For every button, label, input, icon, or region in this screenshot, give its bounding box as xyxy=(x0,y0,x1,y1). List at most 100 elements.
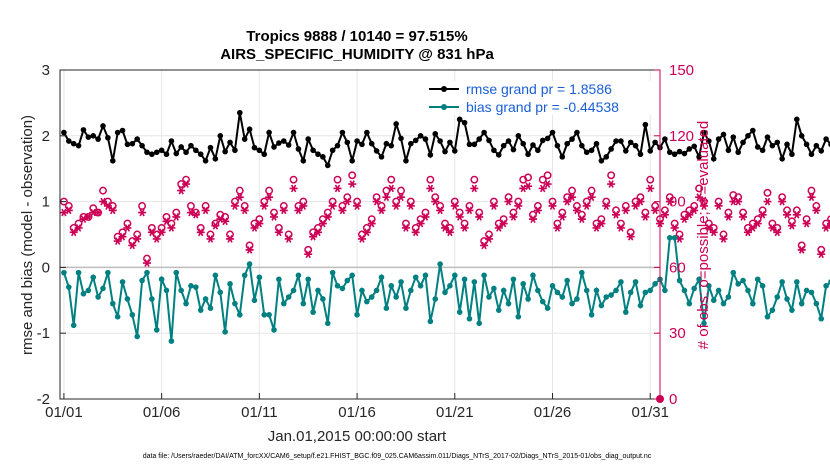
bias-point xyxy=(75,269,82,276)
rmse-point xyxy=(671,151,678,158)
rmse-point xyxy=(256,147,263,154)
bias-point xyxy=(671,234,678,241)
bias-point xyxy=(535,287,541,294)
bias-point xyxy=(144,269,150,276)
obs-evaluated-point xyxy=(558,213,567,221)
bias-point xyxy=(237,311,243,318)
rmse-point xyxy=(368,140,375,147)
bias-point xyxy=(637,302,644,309)
bias-point xyxy=(725,294,732,300)
obs-evaluated-point xyxy=(709,228,718,237)
y2-tick-label: 90 xyxy=(669,194,686,211)
obs-evaluated-point xyxy=(226,235,235,243)
bias-point xyxy=(70,322,77,329)
bias-point xyxy=(109,300,116,307)
obs-evaluated-point xyxy=(416,219,425,228)
rmse-point xyxy=(784,141,790,148)
obs-evaluated-point xyxy=(138,208,147,217)
obs-evaluated-point xyxy=(792,210,801,219)
bias-point xyxy=(153,327,160,333)
obs-possible-point xyxy=(670,219,679,228)
series-layer xyxy=(59,109,830,403)
obs-evaluated-point xyxy=(470,184,479,193)
rmse-point xyxy=(525,151,531,158)
obs-evaluated-point xyxy=(348,180,357,188)
bias-point xyxy=(105,269,111,276)
bias-point xyxy=(217,289,224,296)
obs-possible-point xyxy=(568,186,577,195)
obs-evaluated-point xyxy=(113,237,122,245)
bias-point xyxy=(183,300,189,307)
bias-point xyxy=(789,307,795,313)
obs-possible-point xyxy=(675,230,684,239)
obs-evaluated-point xyxy=(484,235,493,243)
bias-point xyxy=(476,320,483,327)
bias-point xyxy=(246,261,253,267)
obs-possible-point xyxy=(99,186,107,195)
bias-point xyxy=(647,287,654,294)
obs-evaluated-point xyxy=(763,197,772,206)
obs-evaluated-point xyxy=(509,213,518,221)
bias-point xyxy=(403,305,409,311)
obs-evaluated-point xyxy=(313,228,322,237)
obs-evaluated-point xyxy=(216,215,225,224)
rmse-point xyxy=(725,147,732,154)
obs-evaluated-point xyxy=(538,184,547,193)
obs-evaluated-point xyxy=(108,206,117,215)
obs-evaluated-point xyxy=(118,232,127,241)
obs-evaluated-point xyxy=(69,228,78,237)
y2-tick-label: 60 xyxy=(669,259,686,276)
rmse-point xyxy=(90,133,97,139)
obs-evaluated-point xyxy=(167,224,176,232)
bias-point xyxy=(549,283,556,289)
rmse-point xyxy=(378,154,385,160)
obs-evaluated-point xyxy=(270,213,279,221)
bias-point xyxy=(486,294,492,300)
obs-possible-point xyxy=(802,215,811,224)
obs-evaluated-point xyxy=(631,202,640,210)
obs-evaluated-point xyxy=(230,202,239,210)
obs-possible-point xyxy=(783,206,791,215)
bias-point xyxy=(305,276,312,283)
legend-rmse-marker xyxy=(441,86,447,92)
obs-evaluated-point xyxy=(235,193,244,202)
bias-point xyxy=(212,272,219,279)
obs-evaluated-point xyxy=(206,235,215,243)
rmse-point xyxy=(359,141,365,148)
obs-evaluated-point xyxy=(568,193,577,202)
bias-point xyxy=(818,315,825,322)
bias-point xyxy=(437,261,443,267)
bias-point xyxy=(393,294,399,300)
rmse-point xyxy=(241,136,248,142)
obs-evaluated-point xyxy=(455,213,464,221)
obs-evaluated-point xyxy=(660,210,669,219)
obs-evaluated-point xyxy=(743,228,752,237)
obs-possible-point xyxy=(646,175,655,184)
rmse-point xyxy=(149,151,155,158)
chart-title: Tropics 9888 / 10140 = 97.515% xyxy=(246,28,467,45)
rmse-point xyxy=(510,146,517,153)
obs-evaluated-point xyxy=(787,221,796,230)
obs-possible-point xyxy=(724,208,733,217)
obs-evaluated-point xyxy=(64,206,73,215)
obs-possible-point xyxy=(739,208,748,217)
bias-point xyxy=(310,309,316,315)
obs-possible-point xyxy=(186,202,195,210)
bias-point xyxy=(398,279,404,285)
obs-evaluated-point xyxy=(685,210,694,219)
rmse-point xyxy=(193,147,199,154)
bias-point xyxy=(295,272,302,279)
rmse-point xyxy=(647,148,654,154)
bias-point xyxy=(354,311,360,318)
bias-point xyxy=(256,274,263,281)
rmse-point xyxy=(232,147,238,154)
y-tick-label: 2 xyxy=(42,128,50,145)
obs-possible-point xyxy=(660,206,669,215)
rmse-point xyxy=(163,151,170,158)
rmse-point xyxy=(476,136,483,142)
obs-evaluated-point xyxy=(309,232,318,241)
rmse-point xyxy=(798,133,805,139)
rmse-point xyxy=(129,140,136,147)
rmse-point xyxy=(652,139,658,146)
